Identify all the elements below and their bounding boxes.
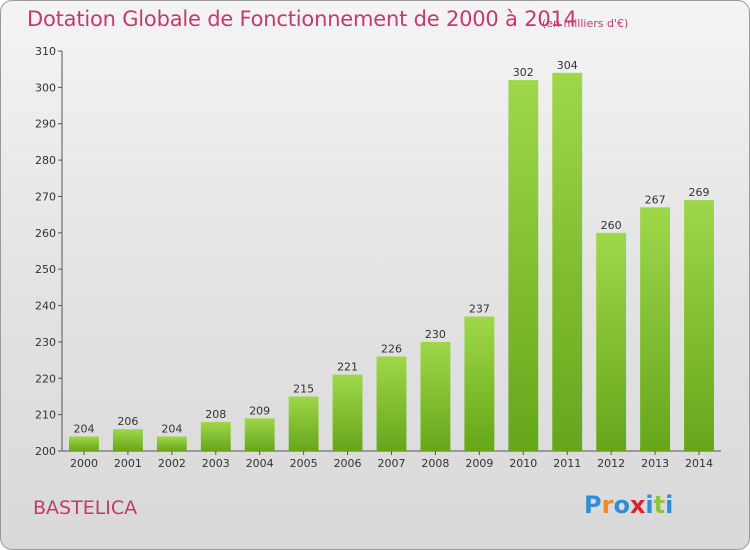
bar-2003: [200, 421, 231, 451]
bar-2006: [332, 374, 363, 451]
bar-2002: [156, 436, 187, 451]
x-tick-label: 2014: [685, 457, 713, 470]
x-tick-label: 2005: [290, 457, 318, 470]
y-tick-label: 280: [35, 154, 56, 167]
x-tick-label: 2006: [334, 457, 362, 470]
chart-title: Dotation Globale de Fonctionnement de 20…: [27, 7, 577, 31]
bar-2000: [69, 436, 99, 451]
logo-letter: r: [601, 491, 614, 519]
logo-letter: x: [629, 491, 646, 519]
data-label-2006: 221: [337, 361, 358, 374]
x-tick-label: 2009: [465, 457, 493, 470]
y-tick-label: 250: [35, 263, 56, 276]
x-tick-label: 2007: [378, 457, 406, 470]
y-tick-label: 270: [35, 190, 56, 203]
bar-2012: [596, 232, 627, 451]
y-tick-label: 210: [35, 409, 56, 422]
x-tick-label: 2003: [202, 457, 230, 470]
x-tick-label: 2004: [246, 457, 274, 470]
data-label-2000: 204: [73, 422, 94, 435]
x-tick-label: 2011: [553, 457, 581, 470]
data-label-2010: 302: [513, 66, 534, 79]
data-label-2005: 215: [293, 382, 314, 395]
x-tick-label: 2012: [597, 457, 625, 470]
y-tick-label: 300: [35, 81, 56, 94]
bar-2007: [376, 356, 407, 451]
bar-2011: [552, 72, 583, 451]
proxiti-logo[interactable]: Proxiti: [584, 491, 673, 519]
y-tick-label: 200: [35, 445, 56, 458]
bar-2008: [420, 341, 451, 451]
y-tick-label: 240: [35, 300, 56, 313]
y-tick-label: 310: [35, 45, 56, 58]
data-label-2014: 269: [689, 186, 710, 199]
y-tick-label: 290: [35, 118, 56, 131]
x-tick-label: 2013: [641, 457, 669, 470]
bar-2014: [684, 200, 714, 451]
bar-2001: [112, 429, 143, 451]
bar-2009: [464, 316, 495, 451]
bar-2013: [640, 207, 671, 451]
data-label-2002: 204: [161, 422, 182, 435]
chart-bars: 204 206 204 208 209 215 221 226 230 237 302 304 260 2…: [69, 59, 714, 451]
x-tick-label: 2001: [114, 457, 142, 470]
logo-letter: i: [665, 491, 674, 519]
x-tick-label: 2000: [70, 457, 98, 470]
bar-2004: [244, 418, 275, 451]
data-label-2013: 267: [645, 193, 666, 206]
data-label-2003: 208: [205, 408, 226, 421]
logo-letter: P: [584, 491, 602, 519]
place-name: BASTELICA: [33, 497, 138, 519]
y-tick-label: 220: [35, 372, 56, 385]
data-label-2009: 237: [469, 302, 490, 315]
logo-letter: i: [645, 491, 654, 519]
x-tick-label: 2010: [509, 457, 537, 470]
data-label-2008: 230: [425, 328, 446, 341]
unit-note: (en milliers d'€): [542, 17, 629, 30]
x-tick-label: 2002: [158, 457, 186, 470]
x-tick-label: 2008: [421, 457, 449, 470]
y-tick-label: 230: [35, 336, 56, 349]
logo-letter: o: [613, 491, 630, 519]
data-label-2004: 209: [249, 404, 270, 417]
bar-2010: [508, 80, 539, 451]
bar-2005: [288, 396, 319, 451]
data-label-2001: 206: [117, 415, 138, 428]
data-label-2007: 226: [381, 342, 402, 355]
data-label-2012: 260: [601, 219, 622, 232]
chart-axes: 200 210 220 230 240 250 260 270 280 290 300 310 2000…: [35, 45, 721, 470]
y-tick-label: 260: [35, 227, 56, 240]
logo-letter: t: [653, 491, 666, 519]
data-label-2011: 304: [557, 59, 578, 72]
